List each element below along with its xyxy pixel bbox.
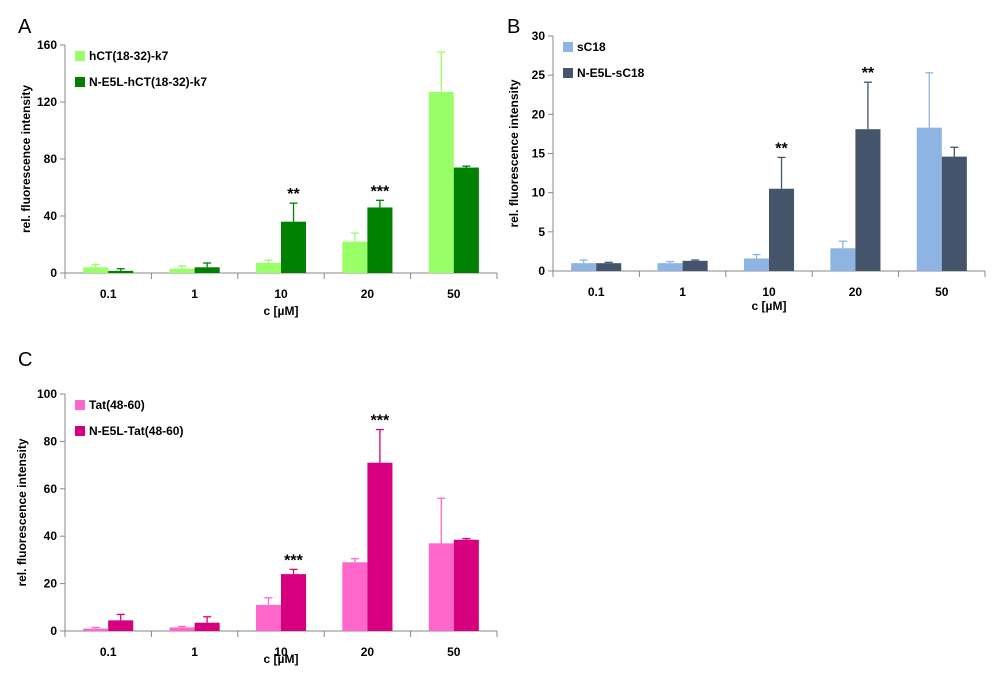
significance-label: ** [287, 186, 300, 203]
significance-label: *** [284, 552, 303, 569]
y-tick-label: 120 [37, 95, 57, 109]
bar-series2 [941, 156, 967, 271]
y-tick-label: 20 [532, 107, 546, 121]
legend-swatch [75, 426, 85, 436]
panel-label-b: B [507, 16, 520, 38]
bar-series2 [281, 574, 307, 631]
x-tick-label: 1 [191, 287, 198, 301]
bar-series1 [83, 267, 109, 273]
x-tick-label: 10 [762, 285, 776, 299]
y-tick-label: 80 [44, 152, 58, 166]
x-tick-label: 1 [679, 285, 686, 299]
y-tick-label: 10 [532, 186, 546, 200]
y-tick-label: 25 [532, 68, 546, 82]
y-tick-label: 0 [538, 264, 545, 278]
bar-series1 [255, 604, 281, 631]
significance-label: ** [862, 65, 875, 82]
significance-label: ** [775, 140, 788, 157]
y-tick-label: 40 [44, 209, 58, 223]
x-tick-label: 0.1 [588, 285, 605, 299]
bar-series2 [194, 622, 220, 631]
y-tick-label: 40 [44, 529, 58, 543]
y-tick-label: 60 [44, 482, 58, 496]
panel-label-a: A [18, 16, 32, 38]
y-axis-title: rel. fluorescence intensity [19, 85, 33, 233]
legend-swatch [75, 77, 85, 87]
bar-series2 [855, 129, 881, 271]
legend-swatch [563, 42, 573, 52]
legend-label: sC18 [577, 40, 606, 54]
y-axis-title: rel. fluorescence intensity [15, 438, 29, 586]
x-tick-label: 50 [447, 645, 461, 659]
bar-series1 [657, 263, 683, 271]
y-tick-label: 100 [37, 387, 57, 401]
legend-swatch [563, 68, 573, 78]
y-tick-label: 15 [532, 147, 546, 161]
x-tick-label: 20 [361, 287, 375, 301]
bar-series1 [916, 127, 942, 272]
legend-label: N-E5L-sC18 [577, 66, 645, 80]
x-tick-label: 10 [274, 645, 288, 659]
y-tick-label: 5 [538, 225, 545, 239]
bar-series1 [169, 627, 195, 631]
chart-panel-b: 0 5 10 15 20 25 30 0.1 1 10 20 50 ** ** sC18 N-E5L-sC18… [507, 29, 986, 313]
y-tick-label: 20 [44, 577, 58, 591]
x-tick-label: 20 [849, 285, 863, 299]
y-tick-label: 160 [37, 38, 57, 52]
legend-swatch [75, 51, 85, 61]
legend-label: Tat(48-60) [89, 398, 145, 412]
bar-series2 [108, 270, 134, 273]
x-tick-label: 50 [447, 287, 461, 301]
x-tick-label: 50 [935, 285, 949, 299]
bar-series2 [596, 263, 622, 271]
legend-label: N-E5L-hCT(18-32)-k7 [89, 75, 207, 89]
chart-panel-c: 0 20 40 60 80 100 0.1 1 10 20 50 *** *** Tat(48-60) N-… [15, 387, 498, 666]
bar-series1 [428, 543, 454, 631]
x-tick-label: 0.1 [100, 287, 117, 301]
bar-series1 [342, 241, 368, 273]
bar-series2 [367, 462, 393, 631]
legend-label: N-E5L-Tat(48-60) [89, 424, 183, 438]
bar-series1 [571, 263, 597, 271]
x-tick-label: 0.1 [100, 645, 117, 659]
y-tick-label: 0 [50, 266, 57, 280]
significance-label: *** [371, 183, 390, 200]
bar-series1 [83, 628, 109, 631]
significance-label: *** [371, 413, 390, 430]
bar-series1 [342, 562, 368, 631]
x-axis-title: c [µM] [264, 304, 299, 318]
bar-series2 [108, 620, 134, 631]
bar-series2 [682, 260, 708, 271]
legend-swatch [75, 400, 85, 410]
bar-series1 [169, 268, 195, 273]
x-tick-label: 10 [274, 287, 288, 301]
y-axis-title: rel. fluorescence intensity [507, 79, 521, 227]
x-tick-label: 20 [361, 645, 375, 659]
x-tick-label: 1 [191, 645, 198, 659]
bar-series2 [453, 167, 479, 273]
bar-series1 [428, 92, 454, 274]
bar-series2 [194, 267, 220, 273]
bar-series1 [255, 263, 281, 273]
bar-series2 [281, 221, 307, 273]
panel-label-c: C [18, 349, 32, 371]
x-axis-title: c [µM] [752, 299, 787, 313]
y-tick-label: 30 [532, 29, 546, 43]
x-axis-title: c [µM] [264, 652, 299, 666]
bar-series1 [743, 258, 769, 271]
bar-series1 [830, 248, 856, 271]
y-tick-label: 0 [50, 624, 57, 638]
bar-series2 [453, 539, 479, 631]
bar-series2 [769, 188, 795, 271]
bar-series2 [367, 207, 393, 273]
y-tick-label: 80 [44, 434, 58, 448]
legend-label: hCT(18-32)-k7 [89, 49, 169, 63]
